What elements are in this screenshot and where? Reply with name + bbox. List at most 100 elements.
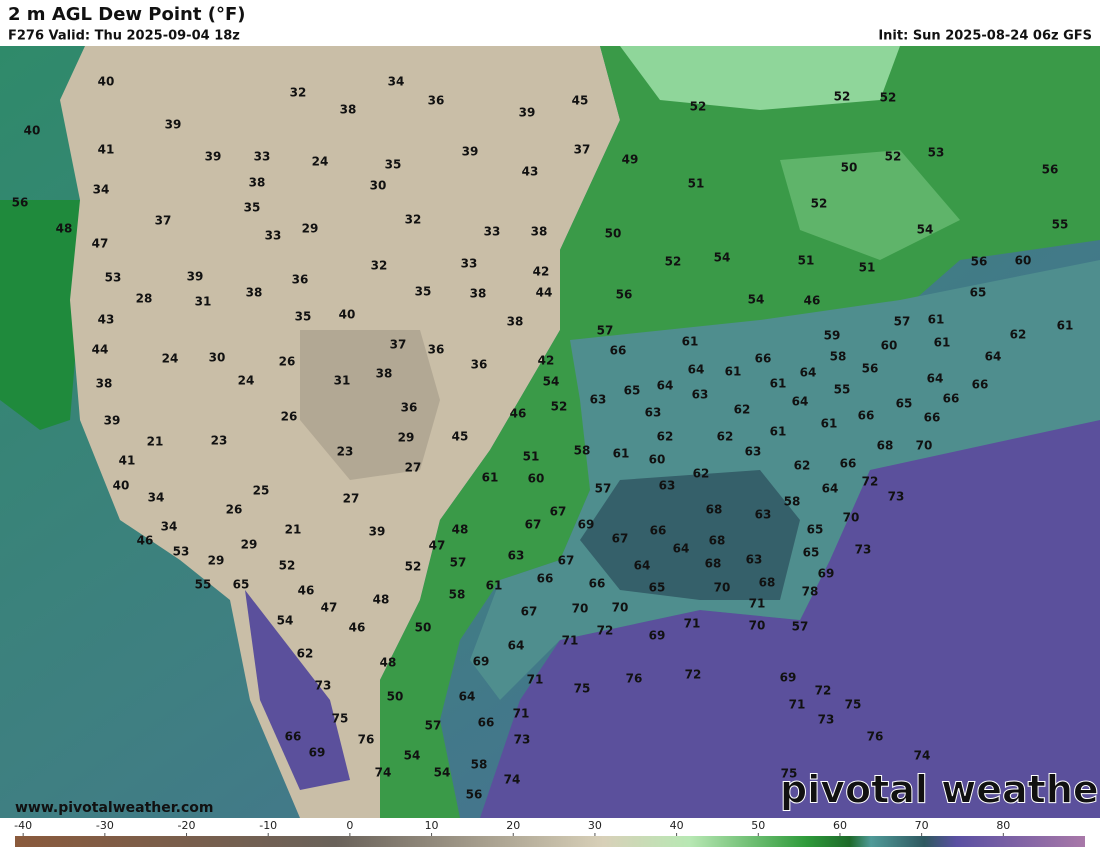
dew-point-label: 67 xyxy=(521,605,538,619)
dew-point-label: 69 xyxy=(818,567,835,581)
dew-point-label: 64 xyxy=(800,366,817,380)
colorbar-tick-label: -10 xyxy=(259,819,277,832)
dew-point-label: 62 xyxy=(297,647,314,661)
colorbar-ticks: -40 -30 -20 -10 0 10 20 30 40 50 60 70 80 xyxy=(14,819,1010,836)
colorbar-tick-label: 50 xyxy=(751,819,765,832)
dew-point-label: 73 xyxy=(818,713,835,727)
dew-point-label: 47 xyxy=(92,237,109,251)
dew-point-label: 69 xyxy=(649,629,666,643)
dew-point-label: 53 xyxy=(928,146,945,160)
dew-point-label: 46 xyxy=(298,584,315,598)
dew-point-label: 76 xyxy=(867,730,884,744)
title: 2 m AGL Dew Point (°F) xyxy=(8,4,245,25)
dew-point-label: 29 xyxy=(398,431,415,445)
dew-point-label: 57 xyxy=(597,324,614,338)
init-time: Init: Sun 2025-08-24 06z GFS xyxy=(878,29,1092,44)
dew-point-label: 54 xyxy=(917,223,934,237)
dew-point-label: 30 xyxy=(209,351,226,365)
dew-point-label: 34 xyxy=(93,183,110,197)
dew-point-label: 68 xyxy=(709,534,726,548)
dew-point-label: 62 xyxy=(734,403,751,417)
dew-point-label: 52 xyxy=(551,400,568,414)
dew-point-label: 76 xyxy=(626,672,643,686)
dew-point-label: 66 xyxy=(610,344,627,358)
dew-point-label: 51 xyxy=(798,254,815,268)
dew-point-label: 64 xyxy=(688,363,705,377)
dew-point-label: 52 xyxy=(834,90,851,104)
dew-point-label: 62 xyxy=(717,430,734,444)
dew-point-label: 38 xyxy=(531,225,548,239)
dew-point-label: 70 xyxy=(916,439,933,453)
dew-point-label: 73 xyxy=(855,543,872,557)
dew-point-label: 66 xyxy=(943,392,960,406)
colorbar-tick-label: -20 xyxy=(178,819,196,832)
dew-point-label: 40 xyxy=(339,308,356,322)
dew-point-label: 73 xyxy=(888,490,905,504)
dew-point-label: 26 xyxy=(279,355,296,369)
header-bar xyxy=(0,0,1100,46)
dew-point-label: 45 xyxy=(572,94,589,108)
dew-point-label: 51 xyxy=(523,450,540,464)
dew-point-label: 65 xyxy=(970,286,987,300)
dew-point-label: 23 xyxy=(337,445,354,459)
colorbar xyxy=(15,836,1085,847)
dew-point-label: 70 xyxy=(572,602,589,616)
dew-point-label: 35 xyxy=(415,285,432,299)
dew-point-label: 48 xyxy=(452,523,469,537)
dew-point-label: 39 xyxy=(519,106,536,120)
dew-point-label: 65 xyxy=(807,523,824,537)
dew-point-label: 36 xyxy=(292,273,309,287)
coast-green xyxy=(0,200,90,430)
dew-point-label: 24 xyxy=(162,352,179,366)
dew-point-label: 45 xyxy=(452,430,469,444)
watermark-logo: pivotal weather xyxy=(780,768,1100,812)
dew-point-label: 78 xyxy=(802,585,819,599)
dew-point-label: 39 xyxy=(104,414,121,428)
dew-point-label: 33 xyxy=(484,225,501,239)
dew-point-label: 56 xyxy=(466,788,483,802)
dew-point-label: 64 xyxy=(673,542,690,556)
dew-point-label: 71 xyxy=(513,707,530,721)
dew-point-label: 56 xyxy=(616,288,633,302)
dew-point-label: 50 xyxy=(605,227,622,241)
dew-point-label: 73 xyxy=(315,679,332,693)
dew-point-label: 71 xyxy=(527,673,544,687)
dew-point-label: 55 xyxy=(195,578,212,592)
dew-point-label: 71 xyxy=(749,597,766,611)
dew-point-label: 50 xyxy=(841,161,858,175)
dew-point-label: 64 xyxy=(634,559,651,573)
dew-point-label: 46 xyxy=(349,621,366,635)
dew-point-label: 75 xyxy=(574,682,591,696)
dew-point-label: 47 xyxy=(321,601,338,615)
dew-point-label: 37 xyxy=(574,143,591,157)
dew-point-label: 61 xyxy=(770,377,787,391)
dew-point-label: 61 xyxy=(928,313,945,327)
dew-point-label: 67 xyxy=(525,518,542,532)
dew-point-label: 64 xyxy=(657,379,674,393)
dew-point-label: 64 xyxy=(927,372,944,386)
dew-point-label: 44 xyxy=(536,286,553,300)
dew-point-label: 62 xyxy=(794,459,811,473)
dew-point-label: 64 xyxy=(792,395,809,409)
dew-point-label: 66 xyxy=(972,378,989,392)
colorbar-tick-label: 20 xyxy=(506,819,520,832)
dew-point-label: 70 xyxy=(749,619,766,633)
dew-point-label: 24 xyxy=(312,155,329,169)
dew-point-label: 33 xyxy=(265,229,282,243)
dew-point-label: 61 xyxy=(486,579,503,593)
dew-point-label: 61 xyxy=(1057,319,1074,333)
dew-point-label: 36 xyxy=(428,94,445,108)
dew-point-label: 58 xyxy=(471,758,488,772)
dew-point-labels: 40 32 34 36 38 39 45 52 52 52 40 39 41 39 33 24 35 39 37 49… xyxy=(12,75,1074,802)
dew-point-label: 54 xyxy=(714,251,731,265)
dew-point-label: 27 xyxy=(343,492,360,506)
dew-point-label: 75 xyxy=(781,767,798,781)
dew-point-label: 58 xyxy=(449,588,466,602)
dew-point-label: 39 xyxy=(187,270,204,284)
dew-point-label: 54 xyxy=(748,293,765,307)
dew-point-label: 39 xyxy=(369,525,386,539)
dew-point-label: 52 xyxy=(811,197,828,211)
dew-point-label: 36 xyxy=(428,343,445,357)
dew-point-label: 42 xyxy=(533,265,550,279)
dew-point-label: 62 xyxy=(1010,328,1027,342)
